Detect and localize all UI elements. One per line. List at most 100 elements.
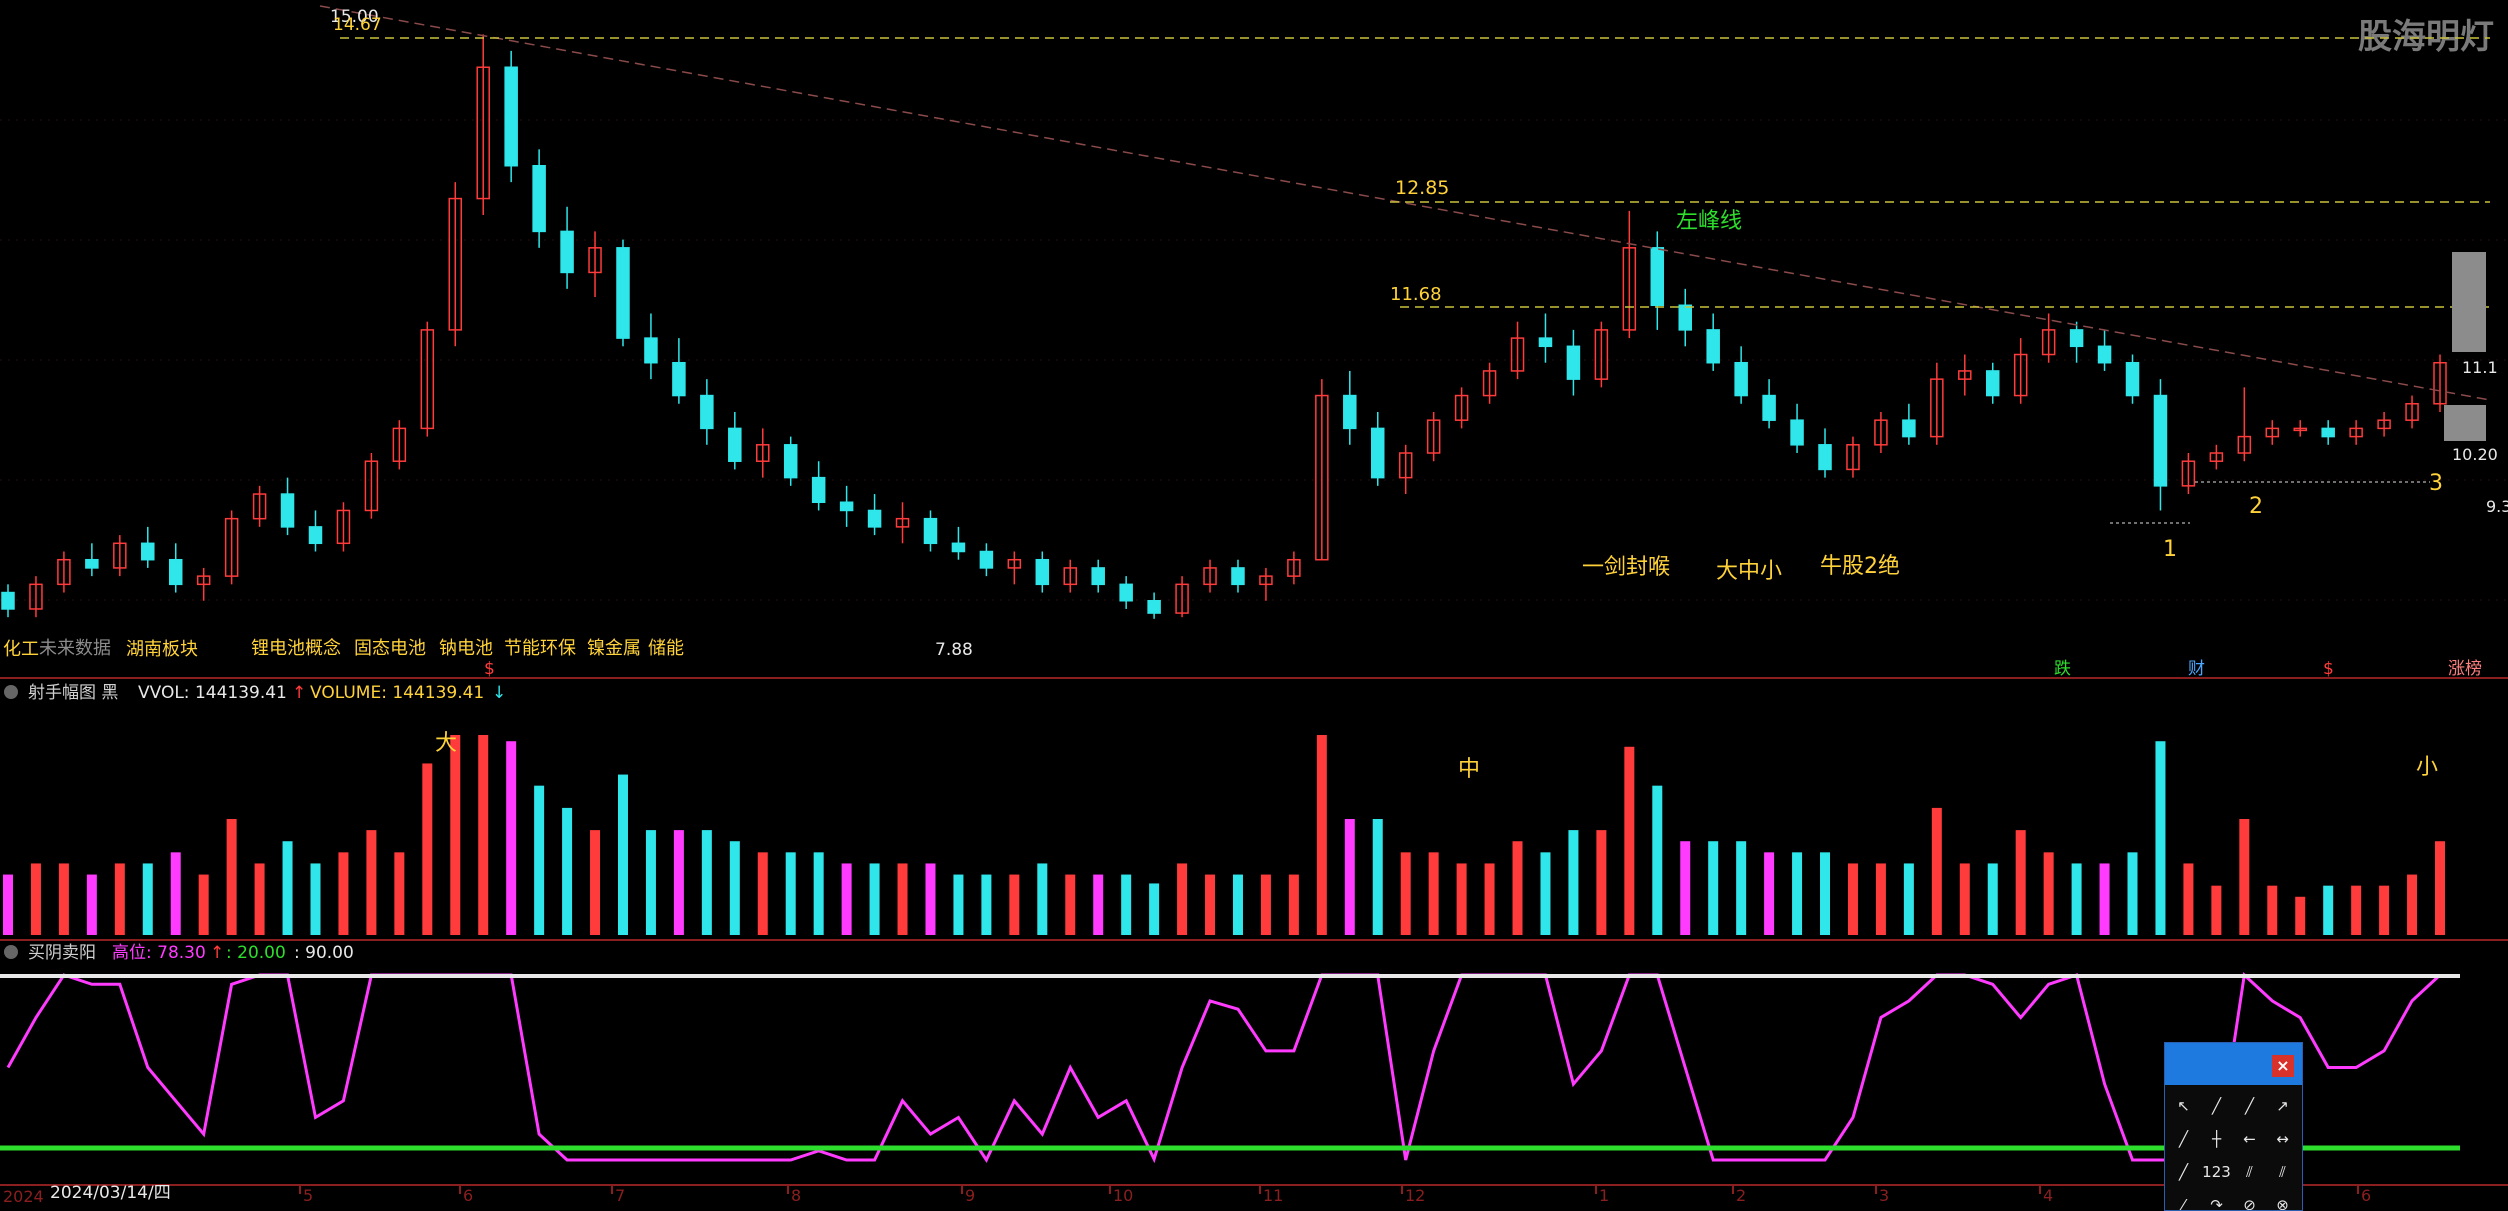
volume-bar xyxy=(2407,874,2418,935)
volume-bar xyxy=(2183,863,2194,935)
volume-bar xyxy=(2071,863,2082,935)
candle-body xyxy=(2405,403,2419,421)
toolbox-tool[interactable]: ↗ xyxy=(2276,1096,2289,1115)
candle-body xyxy=(1287,558,1301,577)
candle-body xyxy=(336,509,351,545)
candle-body xyxy=(2013,353,2028,397)
marker-cai[interactable]: 财 xyxy=(2188,659,2205,679)
candle-body xyxy=(1985,370,2000,397)
candle-body xyxy=(616,247,630,339)
price-label-high: 15.00 xyxy=(330,7,379,27)
volume-bar xyxy=(1205,874,1216,935)
candle-body xyxy=(252,493,267,520)
volume-bar xyxy=(1708,841,1719,935)
annotation-dazhongxiao: 大中小 xyxy=(1716,559,1782,584)
candle-body xyxy=(29,583,43,610)
osc-panel-toggle-icon[interactable] xyxy=(4,945,18,959)
date-axis-start: 2024/03/14/四 xyxy=(50,1183,171,1203)
toolbox-titlebar[interactable]: × xyxy=(2165,1043,2302,1085)
toolbox-tool[interactable]: ↖ xyxy=(2177,1096,2190,1115)
tag-future-data[interactable]: 未来数据 xyxy=(39,638,111,659)
tag-solid-battery[interactable]: 固态电池 xyxy=(354,638,426,659)
candle-body xyxy=(2069,329,2084,348)
candle-body xyxy=(1259,575,1273,586)
toolbox-tool[interactable]: ⫽ xyxy=(2246,1162,2253,1181)
candle-body xyxy=(811,476,826,504)
candle-body xyxy=(2433,361,2447,405)
candle-body xyxy=(1958,370,1972,380)
tag-lithium[interactable]: 锂电池概念 xyxy=(251,637,341,659)
volume-bar xyxy=(2127,852,2138,935)
toolbox-tool[interactable]: ⊗ xyxy=(2276,1195,2289,1211)
month-label: 7 xyxy=(615,1186,625,1205)
tag-hunan[interactable]: 湖南板块 xyxy=(126,639,198,660)
volume-bar xyxy=(338,852,349,935)
candle-body xyxy=(1147,600,1161,614)
volume-bar xyxy=(1959,863,1970,935)
osc-panel-title: 买阴卖阳 xyxy=(28,943,96,963)
volume-bar xyxy=(1512,841,1523,935)
candle-body xyxy=(364,460,379,512)
toolbox-tool[interactable]: ⫽ xyxy=(2279,1162,2286,1181)
marker-dollar-b[interactable]: $ xyxy=(2323,659,2334,679)
volume-bar xyxy=(1931,807,1942,935)
candle-body xyxy=(476,66,490,200)
toolbox-tool[interactable]: ↷ xyxy=(2210,1195,2223,1211)
watermark: 股海明灯 xyxy=(2358,17,2494,57)
price-label-right-high: 11.1 xyxy=(2462,358,2498,377)
candle-body xyxy=(1426,419,1441,454)
toolbox-tool[interactable]: ╱ xyxy=(2211,1096,2222,1115)
toolbox-tool[interactable]: ⊘ xyxy=(2243,1195,2256,1211)
tag-storage[interactable]: 储能 xyxy=(648,638,684,659)
candle-body xyxy=(2293,427,2307,432)
candle-body xyxy=(1343,394,1357,430)
volume-bar xyxy=(226,819,237,935)
candle-body xyxy=(2097,345,2112,364)
toolbox-tool[interactable]: ┼ xyxy=(2211,1129,2222,1148)
oscillator-line xyxy=(6,971,2442,1164)
candle-body xyxy=(560,230,574,274)
marker-die[interactable]: 跌 xyxy=(2054,659,2071,679)
toolbox-tool[interactable]: 123 xyxy=(2202,1162,2231,1181)
drawing-toolbox[interactable]: × ↖ ╱ ╱ ↗ ╱ ┼ ← ↔ ╱ 123 ⫽ ⫽ ⁄ ↷ ⊘ ⊗ xyxy=(2164,1042,2303,1211)
volume-bar xyxy=(114,863,125,935)
toolbox-tool[interactable]: ← xyxy=(2243,1129,2256,1148)
toolbox-tool[interactable]: ↔ xyxy=(2276,1129,2289,1148)
month-label: 6 xyxy=(463,1186,473,1205)
price-label-low: 7.88 xyxy=(935,640,973,660)
candle-body xyxy=(923,517,938,545)
volume-bar xyxy=(1065,874,1076,935)
candle-body xyxy=(1594,329,1609,380)
candle-body xyxy=(1482,370,1497,397)
tag-huagong[interactable]: 化工 xyxy=(3,639,39,660)
volume-bar xyxy=(1764,852,1775,935)
volume-arrow: ↓ xyxy=(492,683,506,703)
month-label: 4 xyxy=(2043,1186,2053,1205)
candle-body xyxy=(168,558,183,586)
tag-sodium[interactable]: 钠电池 xyxy=(439,638,493,659)
volume-bar xyxy=(1037,863,1048,935)
tag-green[interactable]: 节能环保 xyxy=(504,638,576,659)
candle-body xyxy=(1175,583,1189,614)
tag-nickel[interactable]: 镍金属 xyxy=(587,638,641,659)
volume-panel-toggle-icon[interactable] xyxy=(4,685,18,699)
candle-body xyxy=(756,444,770,462)
candle-body xyxy=(224,517,239,577)
volume-bar xyxy=(2351,885,2362,935)
toolbox-close-button[interactable]: × xyxy=(2272,1055,2294,1077)
volume-bar xyxy=(2267,885,2278,935)
toolbox-tool[interactable]: ⁄ xyxy=(2182,1195,2185,1211)
marker-zhangbang[interactable]: 涨榜 xyxy=(2448,659,2482,679)
vvol-arrow: ↑ xyxy=(292,683,306,703)
candle-body xyxy=(839,501,854,512)
volume-bar xyxy=(673,830,684,935)
toolbox-tool[interactable]: ╱ xyxy=(2244,1096,2255,1115)
date-axis-year-fragment: 2024 xyxy=(3,1187,44,1206)
candle-body xyxy=(1734,361,1748,397)
marker-dollar-a[interactable]: $ xyxy=(484,659,495,679)
price-marker-box-lower xyxy=(2444,405,2486,441)
month-label: 3 xyxy=(1879,1186,1889,1205)
toolbox-tool[interactable]: ╱ xyxy=(2178,1129,2189,1148)
toolbox-tool[interactable]: ╱ xyxy=(2178,1162,2189,1181)
candle-body xyxy=(1622,247,1637,331)
